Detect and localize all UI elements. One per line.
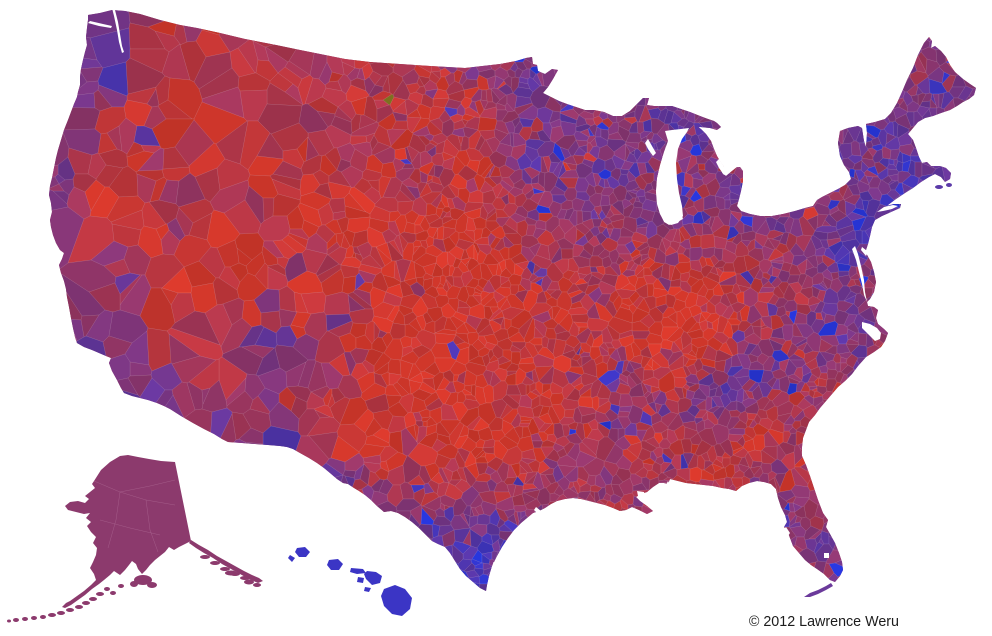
svg-text:© 2012 Lawrence Weru: © 2012 Lawrence Weru — [749, 614, 899, 630]
